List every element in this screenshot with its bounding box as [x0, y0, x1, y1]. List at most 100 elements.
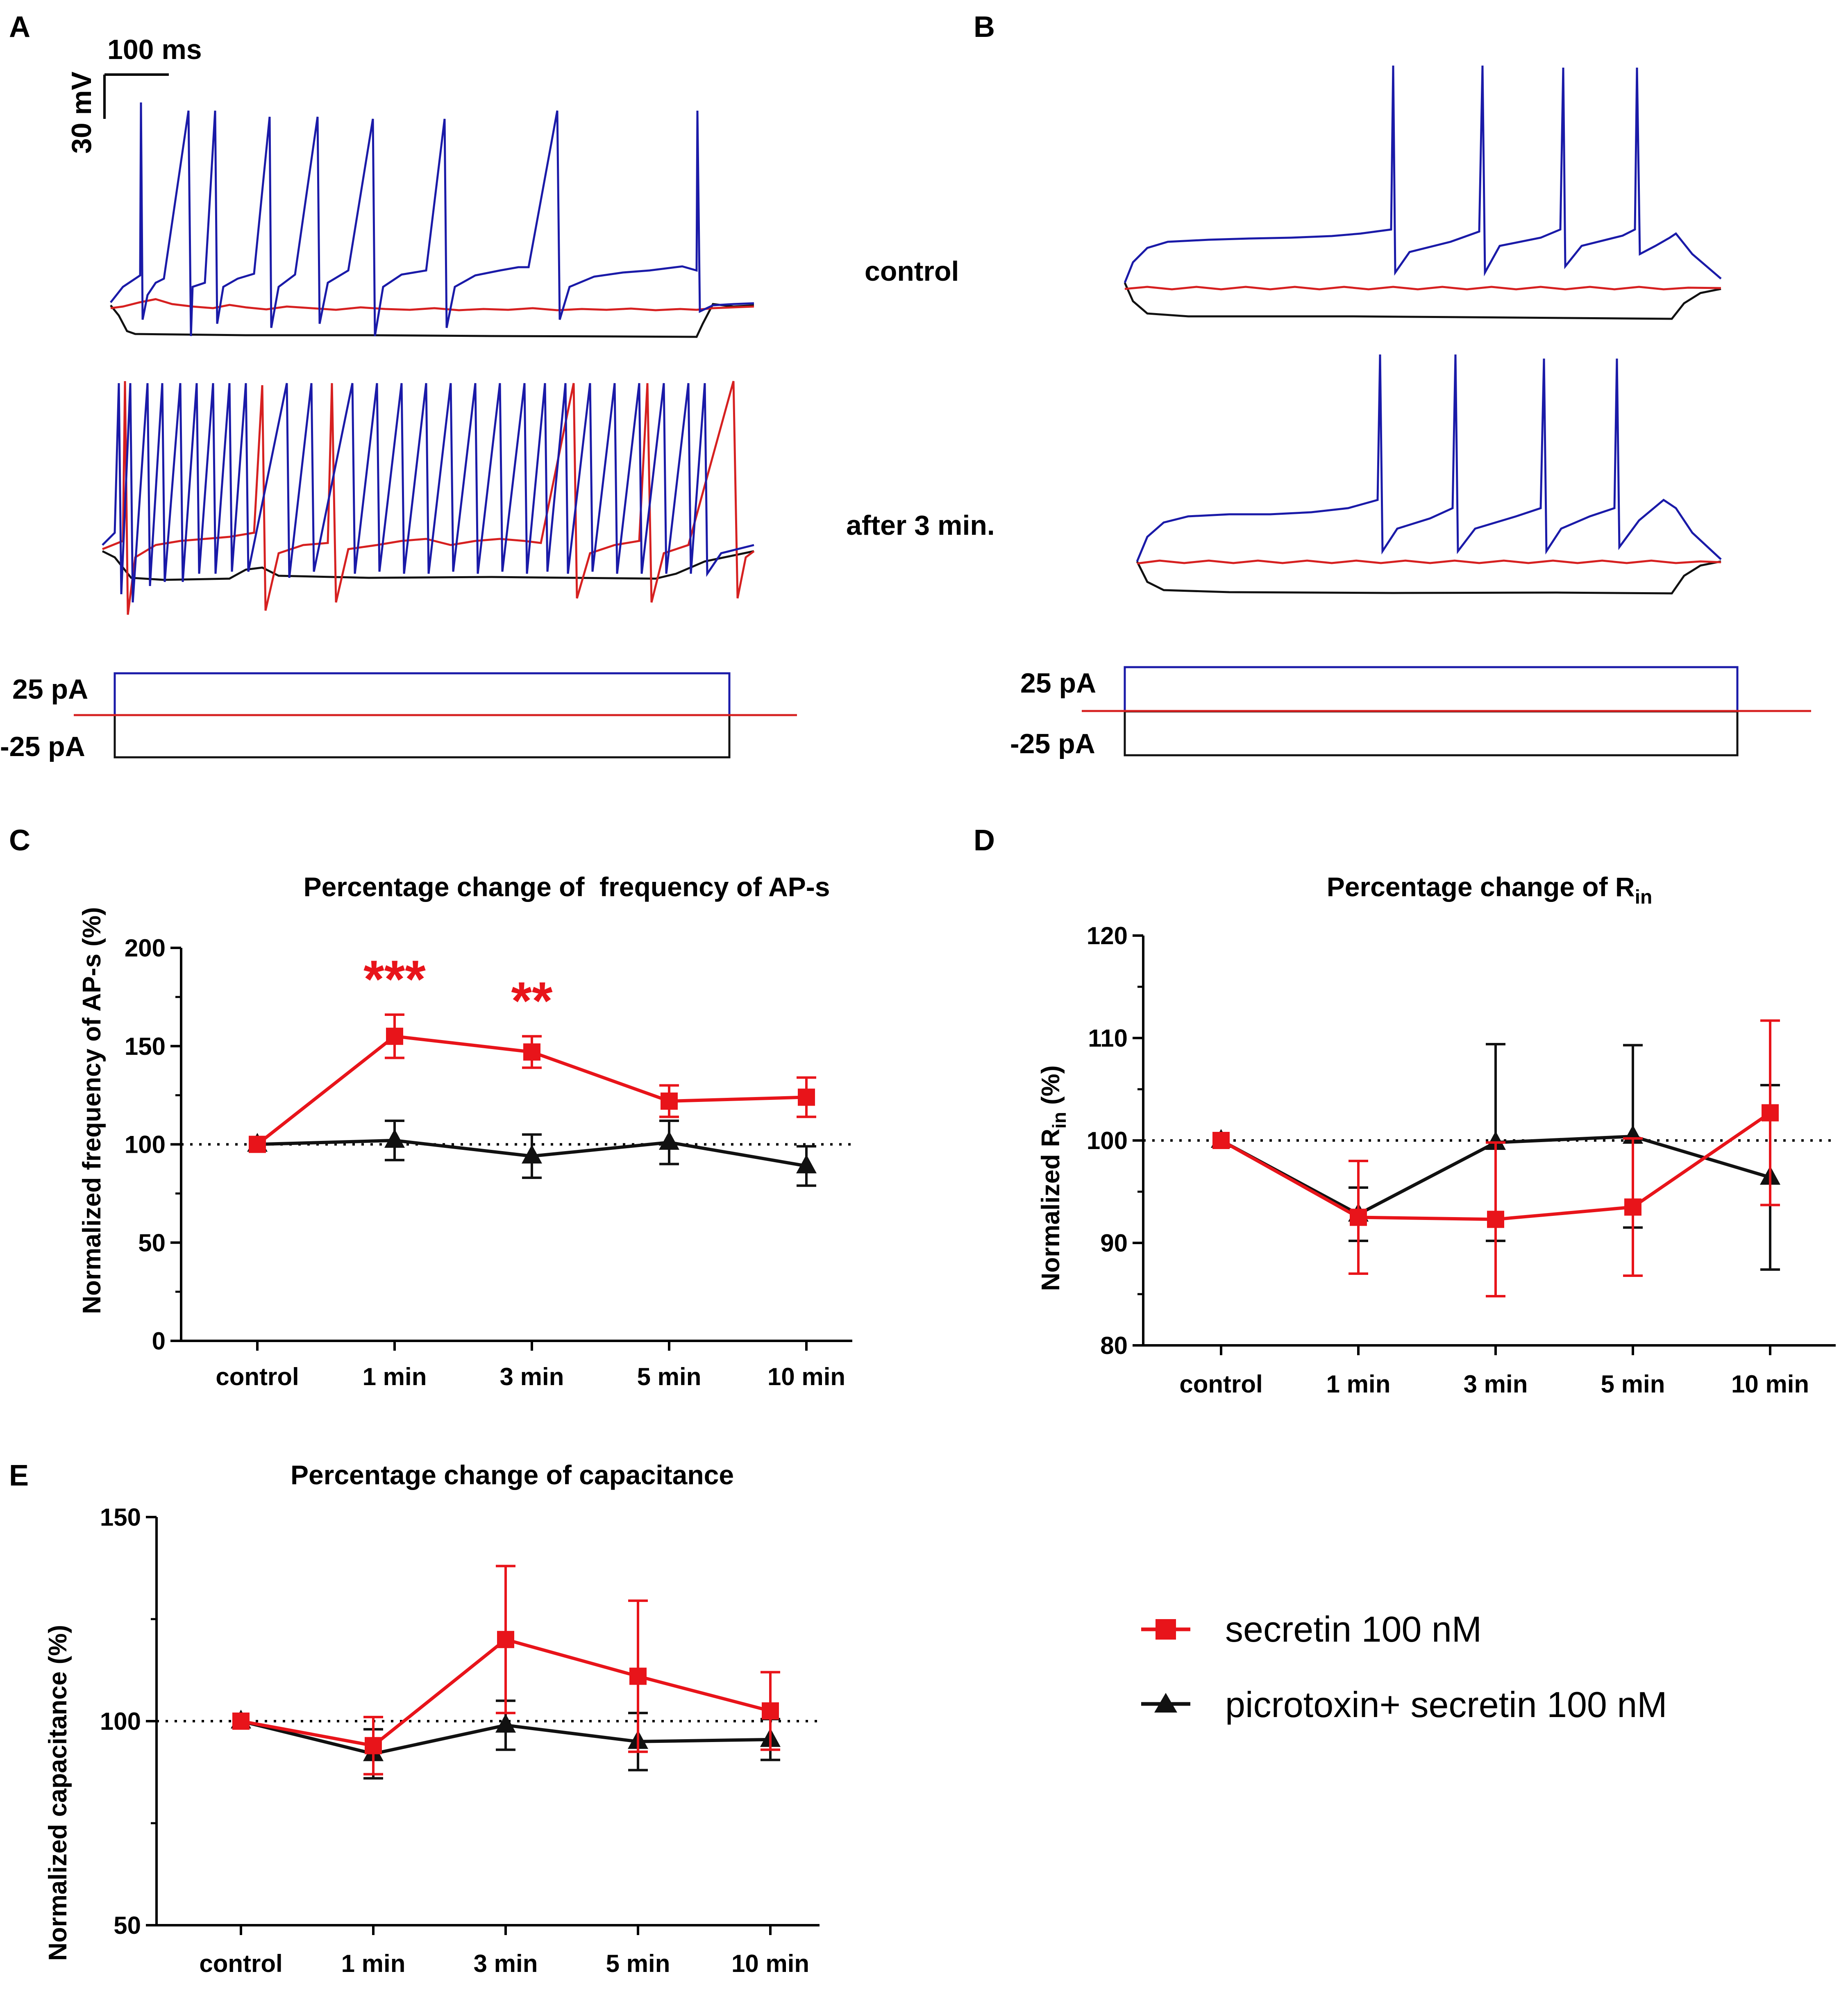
panel-label-a: A: [9, 11, 30, 43]
point-secretin: [365, 1737, 382, 1754]
x-tick-label: 5 min: [606, 1950, 670, 1977]
point-picrotoxin: [1485, 1131, 1506, 1150]
chart-ap-frequency: Percentage change of frequency of AP-s N…: [78, 872, 852, 1390]
chart-input-resistance: Percentage change of Rin Normalized Rin …: [1037, 872, 1836, 1398]
point-secretin: [1212, 1132, 1230, 1149]
chart-d-title-main: Percentage change of R: [1327, 872, 1635, 902]
significance-stars: **: [511, 971, 553, 1031]
chart-e-ylabel: Normalized capacitance (%): [44, 1625, 72, 1961]
chart-d-title: Percentage change of Rin: [1327, 872, 1653, 908]
stim-box-a-black: [114, 714, 731, 759]
legend: secretin 100 nM picrotoxin+ secretin 100…: [1141, 1609, 1667, 1725]
x-tick-label: 10 min: [767, 1363, 845, 1390]
x-tick-label: 1 min: [341, 1950, 406, 1977]
point-secretin: [629, 1667, 647, 1685]
condition-control-label: control: [865, 256, 959, 287]
scale-voltage-label: 30 mV: [66, 72, 97, 154]
point-secretin: [1350, 1208, 1367, 1226]
x-tick-label: control: [1179, 1370, 1262, 1398]
point-secretin: [798, 1088, 815, 1106]
y-tick-label: 50: [114, 1912, 141, 1939]
stim-neg-label-a: -25 pA: [0, 731, 85, 762]
trace-b-after-red: [1137, 559, 1721, 565]
y-tick-label: 100: [100, 1708, 141, 1735]
trace-b-after-black: [1136, 560, 1721, 595]
trace-b-control-blue: [1124, 65, 1722, 283]
point-secretin: [386, 1027, 403, 1045]
stim-pos-label-b: 25 pA: [1020, 668, 1096, 699]
chart-c-plot: 0 50 100 150 200 control 1 min 3 min 5 min 10 min…: [125, 934, 852, 1390]
x-tick-label: 10 min: [731, 1950, 809, 1977]
point-secretin: [1624, 1198, 1641, 1216]
legend-picrotoxin-label: picrotoxin+ secretin 100 nM: [1225, 1684, 1667, 1725]
chart-d-ylabel-sub: in: [1049, 1112, 1070, 1129]
y-tick-label: 110: [1088, 1024, 1128, 1052]
x-tick-label: 3 min: [500, 1363, 564, 1390]
legend-secretin-label: secretin 100 nM: [1225, 1609, 1482, 1649]
scale-time-label: 100 ms: [107, 34, 202, 65]
trace-b-control-red: [1124, 286, 1721, 291]
x-tick-label: 3 min: [474, 1950, 538, 1977]
panel-a-traces: 100 ms 30 mV 25 pA -25 pA: [0, 34, 797, 762]
legend-picrotoxin-triangle-icon: [1154, 1693, 1177, 1713]
stim-pos-label-a: 25 pA: [12, 674, 88, 705]
chart-c-ylabel: Normalized frequency of AP-s (%): [78, 907, 106, 1314]
trace-a-control-red: [110, 298, 754, 311]
y-tick-label: 120: [1087, 922, 1128, 949]
x-tick-label: 3 min: [1464, 1370, 1528, 1398]
panel-b-traces: 25 pA -25 pA: [1010, 65, 1811, 759]
trace-b-after-blue: [1136, 354, 1722, 562]
y-tick-label: 200: [125, 934, 166, 962]
point-secretin: [661, 1093, 678, 1110]
chart-d-ylabel-main: Normalized R: [1037, 1129, 1065, 1291]
chart-e-plot: 50 100 150 control 1 min 3 min 5 min 10 min: [100, 1504, 820, 1977]
condition-after-label: after 3 min.: [846, 510, 995, 541]
y-tick-label: 150: [125, 1033, 166, 1060]
scale-bar: [103, 73, 169, 119]
y-tick-label: 0: [152, 1327, 166, 1355]
stim-box-b-black: [1124, 710, 1739, 756]
point-secretin: [232, 1713, 250, 1730]
significance-stars: ***: [363, 949, 426, 1009]
x-tick-label: control: [216, 1363, 299, 1390]
point-secretin: [762, 1702, 779, 1720]
point-picrotoxin: [796, 1154, 817, 1174]
chart-d-plot: 80 90 100 110 120 control 1 min 3 min 5 min 10 mi…: [1087, 922, 1836, 1398]
trace-a-after-blue: [102, 383, 754, 603]
point-picrotoxin: [495, 1713, 516, 1733]
x-tick-label: 5 min: [1601, 1370, 1665, 1398]
y-tick-label: 90: [1100, 1229, 1128, 1257]
chart-e-title: Percentage change of capacitance: [291, 1460, 734, 1490]
y-tick-label: 50: [138, 1229, 166, 1256]
panel-label-b: B: [974, 11, 995, 43]
x-tick-label: 10 min: [1731, 1370, 1809, 1398]
x-tick-label: 1 min: [363, 1363, 427, 1390]
legend-secretin-square-icon: [1156, 1619, 1176, 1640]
panel-label-d: D: [974, 824, 995, 857]
point-secretin: [1487, 1211, 1504, 1228]
trace-b-control-black: [1124, 282, 1721, 320]
panel-label-e: E: [9, 1459, 29, 1492]
trace-a-after-red: [102, 381, 755, 615]
chart-d-title-sub: in: [1635, 886, 1653, 908]
chart-d-ylabel-tail: (%): [1037, 1065, 1065, 1112]
chart-c-title: Percentage change of frequency of AP-s: [304, 872, 830, 902]
point-picrotoxin: [384, 1129, 405, 1148]
trace-a-after-black: [102, 550, 754, 581]
point-secretin: [249, 1136, 266, 1153]
panel-label-c: C: [9, 824, 30, 857]
y-tick-label: 100: [125, 1131, 166, 1158]
point-secretin: [1762, 1104, 1779, 1122]
stim-box-b-blue: [1124, 666, 1739, 713]
stim-neg-label-b: -25 pA: [1010, 728, 1095, 759]
point-picrotoxin: [522, 1145, 542, 1164]
x-tick-label: 5 min: [637, 1363, 702, 1390]
chart-capacitance: Percentage change of capacitance Normali…: [44, 1460, 820, 1977]
trace-a-control-black: [110, 303, 754, 338]
point-picrotoxin: [659, 1131, 679, 1150]
y-tick-label: 150: [100, 1504, 141, 1531]
x-tick-label: 1 min: [1326, 1370, 1391, 1398]
trace-a-control-blue: [110, 102, 754, 336]
chart-d-ylabel: Normalized Rin (%): [1037, 1065, 1070, 1291]
